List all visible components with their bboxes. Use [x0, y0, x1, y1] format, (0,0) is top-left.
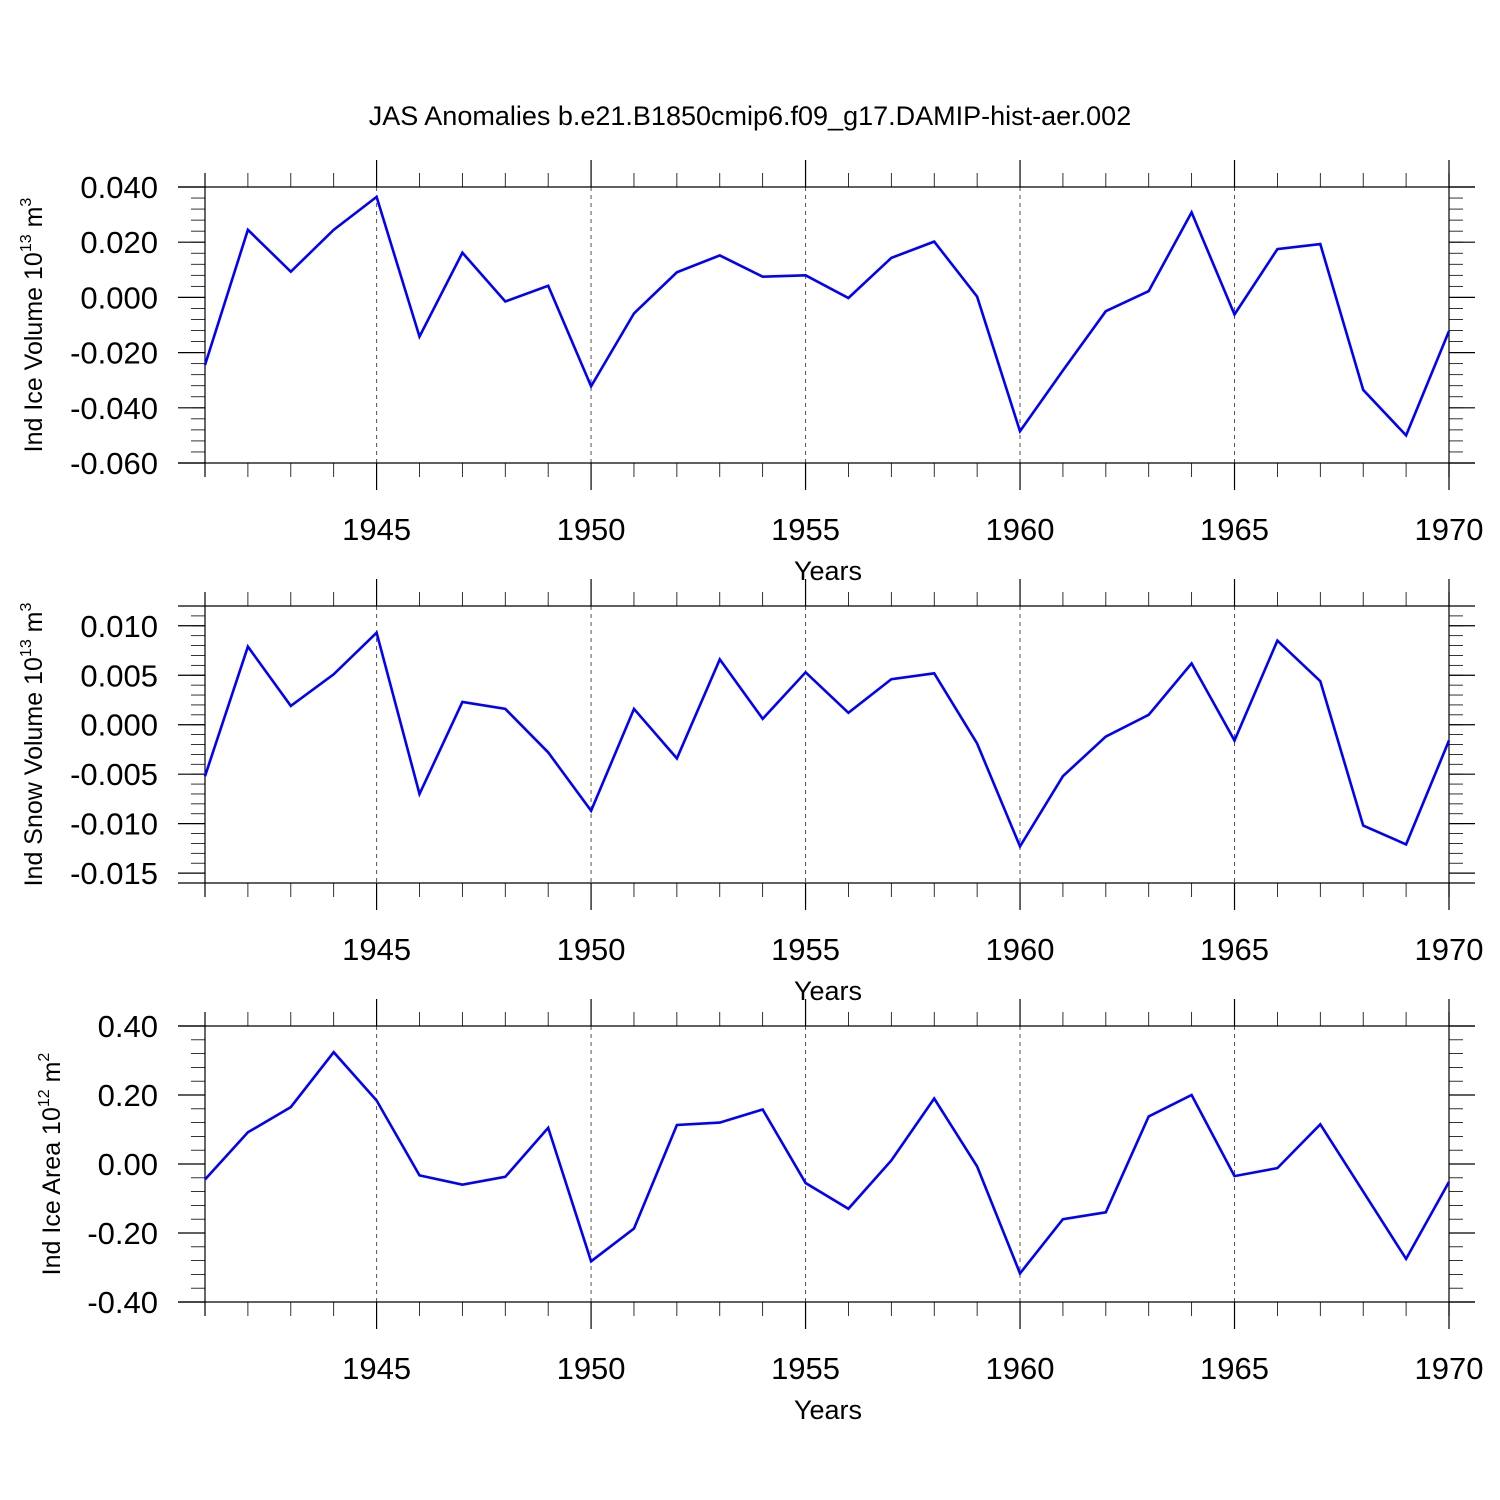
- x-tick-label: 1950: [557, 1351, 626, 1386]
- x-axis-label: Years: [794, 556, 862, 586]
- y-axis-label-superscript: 2: [36, 1053, 53, 1062]
- series-line: [204, 1050, 1451, 1276]
- y-tick-label: -0.010: [70, 807, 158, 842]
- y-tick-label: 0.40: [98, 1009, 158, 1044]
- y-tick-label: -0.40: [87, 1285, 158, 1320]
- x-axis-label: Years: [794, 1395, 862, 1425]
- y-axis-label-part: Ind Snow Volume 10: [20, 657, 48, 886]
- x-tick-label: 1945: [342, 932, 411, 967]
- y-tick-label: -0.040: [70, 391, 158, 426]
- x-tick-label: 1960: [986, 932, 1055, 967]
- y-axis-label-part: m: [20, 207, 48, 235]
- x-tick-label: 1965: [1200, 1351, 1269, 1386]
- y-axis-label-superscript: 13: [18, 639, 35, 657]
- y-axis-label-part: Ind Ice Volume 10: [20, 252, 48, 452]
- x-tick-label: 1970: [1415, 1351, 1484, 1386]
- y-tick-label: -0.020: [70, 336, 158, 371]
- y-tick-label: -0.005: [70, 757, 158, 792]
- x-tick-label: 1955: [771, 932, 840, 967]
- y-tick-label: 0.040: [80, 170, 158, 205]
- x-tick-label: 1950: [557, 932, 626, 967]
- x-tick-label: 1955: [771, 1351, 840, 1386]
- x-tick-label: 1965: [1200, 512, 1269, 547]
- y-tick-label: 0.005: [80, 658, 158, 693]
- y-tick-label: -0.20: [87, 1216, 158, 1251]
- y-tick-label: -0.060: [70, 446, 158, 481]
- y-tick-label: 0.20: [98, 1078, 158, 1113]
- panel-2: -0.015 -0.010 -0.005 0.000 0.005 0.010 1945 195…: [18, 579, 1483, 1006]
- y-axis-label-part: m: [20, 612, 48, 640]
- x-tick-label: 1945: [342, 1351, 411, 1386]
- chart-title: JAS Anomalies b.e21.B1850cmip6.f09_g17.D…: [369, 101, 1131, 131]
- y-axis-label: Ind Ice Area 1012 m2: [36, 1053, 66, 1276]
- y-axis-label-superscript: 3: [18, 603, 35, 612]
- x-tick-label: 1965: [1200, 932, 1269, 967]
- y-tick-label: -0.015: [70, 856, 158, 891]
- x-tick-label: 1945: [342, 512, 411, 547]
- x-tick-label: 1950: [557, 512, 626, 547]
- x-tick-label: 1960: [986, 512, 1055, 547]
- panel-1: -0.060 -0.040 -0.020 0.000 0.020 0.040 1945 195…: [18, 160, 1483, 586]
- series-line: [203, 630, 1451, 850]
- y-axis-label-superscript: 3: [18, 198, 35, 207]
- x-axis-label: Years: [794, 976, 862, 1006]
- x-tick-label: 1955: [771, 512, 840, 547]
- y-axis-label-part: m: [38, 1062, 66, 1090]
- y-axis-label-part: Ind Ice Area 10: [38, 1107, 66, 1275]
- y-axis-label: Ind Ice Volume 1013 m3: [18, 198, 48, 453]
- y-tick-label: 0.000: [80, 708, 158, 743]
- y-tick-label: 0.020: [80, 225, 158, 260]
- y-axis-label-superscript: 13: [18, 234, 35, 252]
- y-axis-label: Ind Snow Volume 1013 m3: [18, 603, 48, 887]
- y-axis-label-superscript: 12: [36, 1089, 53, 1107]
- x-tick-label: 1970: [1415, 932, 1484, 967]
- y-tick-label: 0.010: [80, 609, 158, 644]
- x-tick-label: 1960: [986, 1351, 1055, 1386]
- y-tick-label: 0.000: [80, 280, 158, 315]
- series-line: [203, 194, 1451, 438]
- y-tick-label: 0.00: [98, 1147, 158, 1182]
- x-tick-label: 1970: [1415, 512, 1484, 547]
- panel-3: -0.40 -0.20 0.00 0.20 0.40 1945 1950 1955 1960 19…: [36, 999, 1483, 1425]
